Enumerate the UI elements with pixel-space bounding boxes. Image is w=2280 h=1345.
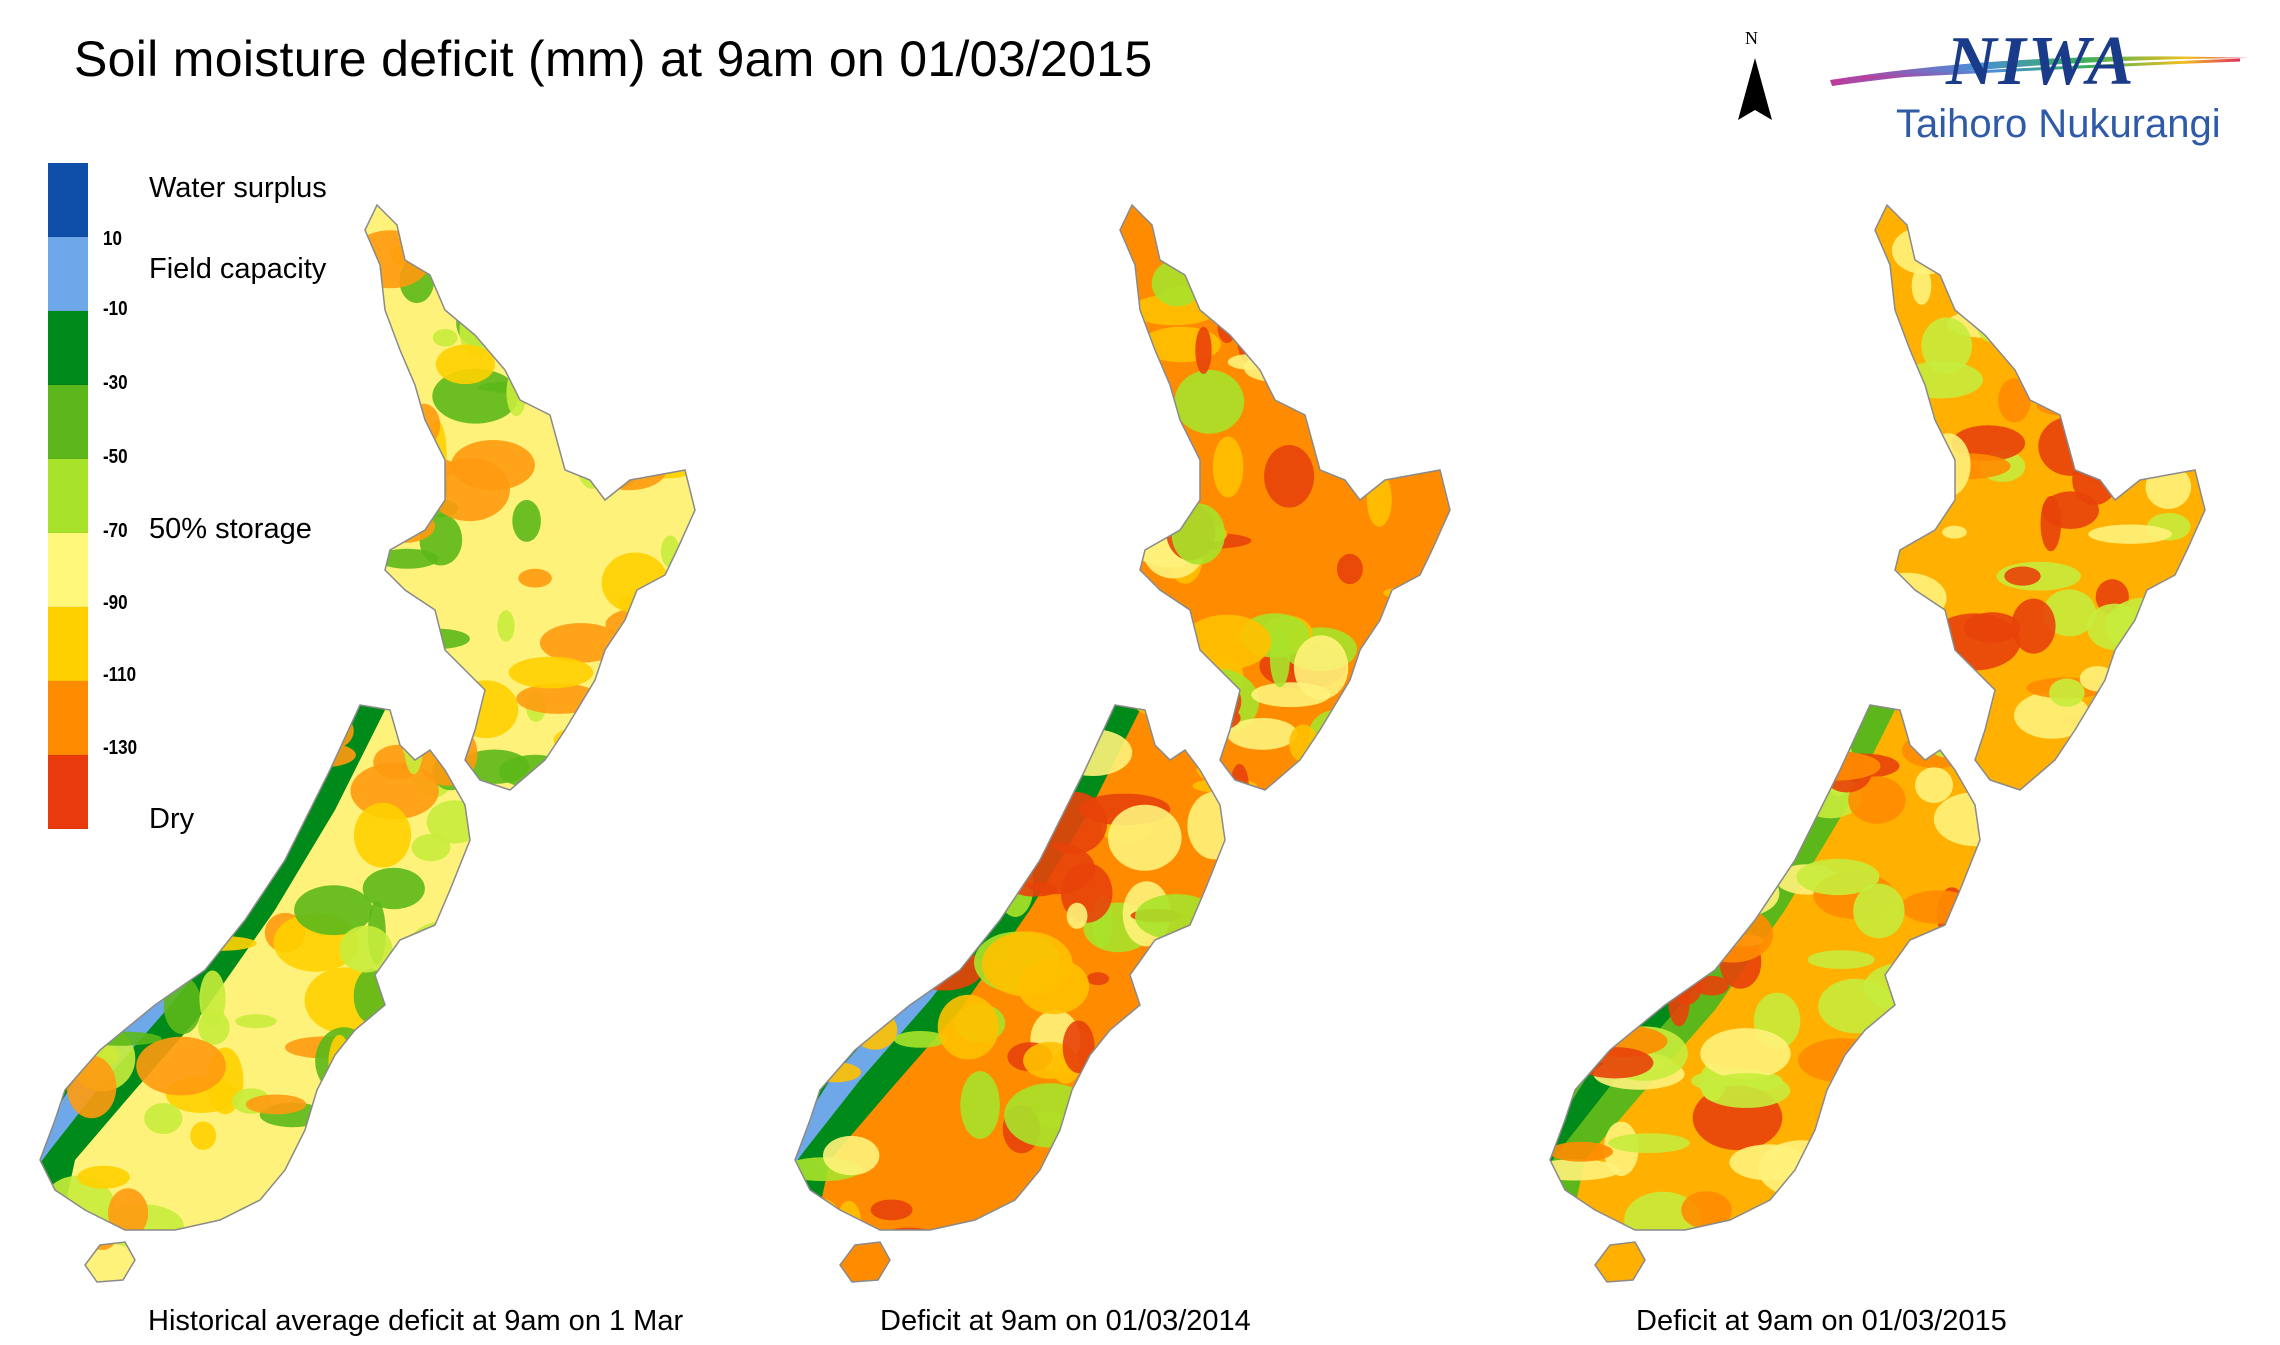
legend-swatch: [48, 459, 88, 533]
deficit-field: [40, 205, 695, 1282]
legend-label-dry: Dry: [149, 803, 195, 835]
legend-swatch: [48, 681, 88, 755]
legend-label-field-capacity: Field capacity: [149, 253, 327, 285]
legend-swatch: [48, 533, 88, 607]
nz-map-2015: [1549, 203, 2206, 1283]
legend-tick: 10: [103, 228, 122, 250]
nz-map-historical: [39, 203, 696, 1283]
legend-swatch: [48, 311, 88, 385]
logo-subtitle: Taihoro Nukurangi: [1896, 102, 2221, 146]
legend-tick: -50: [103, 446, 128, 468]
legend-tick: -70: [103, 520, 128, 542]
deficit-field: [1550, 205, 2205, 1282]
legend-swatch: [48, 237, 88, 311]
deficit-field: [795, 205, 1450, 1282]
legend-label-water-surplus: Water surplus: [149, 172, 327, 204]
north-arrow-icon: [1738, 58, 1772, 120]
legend-tick: -30: [103, 372, 128, 394]
legend-label-storage: 50% storage: [149, 513, 312, 545]
legend-swatch: [48, 163, 88, 237]
north-label: N: [1745, 28, 1758, 48]
caption-2014: Deficit at 9am on 01/03/2014: [880, 1305, 1251, 1337]
caption-historical: Historical average deficit at 9am on 1 M…: [148, 1305, 684, 1337]
legend-tick: -10: [103, 298, 128, 320]
legend-tick: -90: [103, 592, 128, 614]
legend-swatch: [48, 385, 88, 459]
niwa-logo-swoosh: [1830, 56, 2250, 86]
color-legend: [48, 163, 88, 829]
legend-tick: -110: [103, 664, 137, 686]
legend-swatch: [48, 755, 88, 829]
map-title: Soil moisture deficit (mm) at 9am on 01/…: [74, 31, 1153, 87]
nz-map-2014: [794, 203, 1451, 1283]
legend-tick: -130: [103, 737, 138, 759]
caption-2015: Deficit at 9am on 01/03/2015: [1636, 1305, 2007, 1337]
logo-wordmark: NIWA: [1946, 23, 2136, 100]
legend-swatch: [48, 607, 88, 681]
